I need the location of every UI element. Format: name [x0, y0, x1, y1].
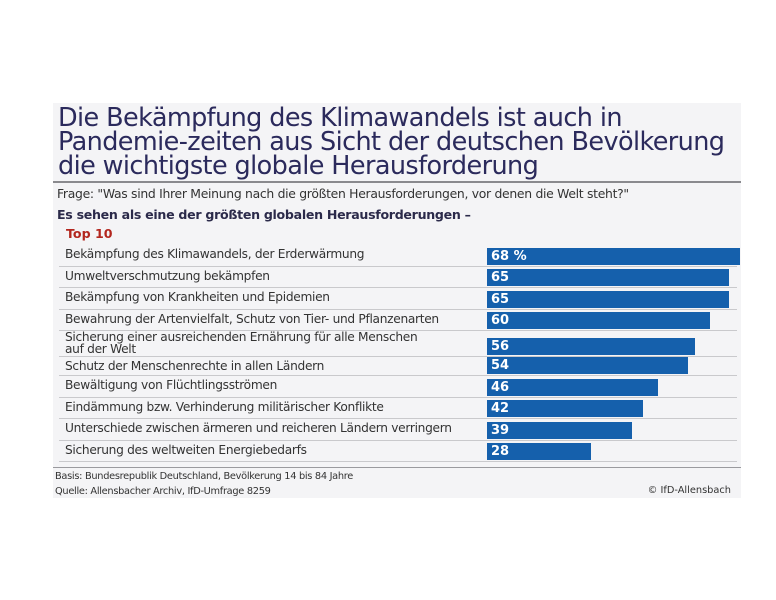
value-label: 60	[491, 313, 510, 328]
value-label: 68 %	[491, 249, 527, 264]
value-label: 65	[491, 270, 510, 285]
bar-row: Sicherung einer ausreichenden Ernährung …	[59, 330, 737, 357]
category-label: Bekämpfung des Klimawandels, der Erderwä…	[65, 247, 365, 261]
bar	[487, 269, 729, 286]
value-label: 46	[491, 380, 510, 395]
category-label: Bewahrung der Artenvielfalt, Schutz von …	[65, 312, 439, 326]
value-label: 54	[491, 358, 510, 373]
group-label: Top 10	[66, 226, 113, 241]
value-label: 42	[491, 401, 510, 416]
bar	[487, 400, 644, 417]
value-label: 65	[491, 292, 510, 307]
category-label: Bekämpfung von Krankheiten und Epidemien	[65, 290, 330, 304]
category-label: Umweltverschmutzung bekämpfen	[65, 269, 270, 283]
category-label: Eindämmung bzw. Verhinderung militärisch…	[65, 400, 384, 414]
footer-basis: Basis: Bundesrepublik Deutschland, Bevöl…	[55, 471, 354, 482]
bar	[487, 357, 688, 374]
bar-row: Umweltverschmutzung bekämpfen 65	[59, 266, 737, 288]
footer-divider	[53, 467, 741, 468]
bar-row: Eindämmung bzw. Verhinderung militärisch…	[59, 397, 737, 419]
bar-row: Unterschiede zwischen ärmeren und reiche…	[59, 418, 737, 441]
bar-row: Bewältigung von Flüchtlingsströmen 46	[59, 375, 737, 398]
chart-subtitle: Es sehen als eine der größten globalen H…	[57, 207, 471, 222]
category-label: Bewältigung von Flüchtlingsströmen	[65, 378, 278, 392]
value-label: 56	[491, 339, 510, 354]
category-label: Sicherung des weltweiten Energiebedarfs	[65, 443, 307, 457]
chart-panel: Die Bekämpfung des Klimawandels ist auch…	[53, 103, 741, 498]
survey-question: Frage: "Was sind Ihrer Meinung nach die …	[57, 186, 629, 201]
bar	[487, 312, 711, 329]
bar-row: Sicherung des weltweiten Energiebedarfs 2…	[59, 440, 737, 462]
value-label: 28	[491, 444, 510, 459]
category-label: Schutz der Menschenrechte in allen Lände…	[65, 359, 325, 373]
footer-source: Quelle: Allensbacher Archiv, IfD-Umfrage…	[55, 486, 271, 497]
bar	[487, 379, 659, 396]
bar-rows: Bekämpfung des Klimawandels, der Erderwä…	[53, 103, 741, 498]
bar-row: Schutz der Menschenrechte in allen Lände…	[59, 356, 737, 376]
bar	[487, 291, 729, 308]
bar	[487, 422, 633, 439]
bar	[487, 338, 696, 355]
title-divider	[53, 181, 741, 183]
value-label: 39	[491, 423, 510, 438]
bar	[487, 443, 592, 460]
footer-copyright: © IfD-Allensbach	[647, 485, 731, 496]
bar-row: Bewahrung der Artenvielfalt, Schutz von …	[59, 309, 737, 331]
bar	[487, 248, 740, 265]
bar-row: Bekämpfung des Klimawandels, der Erderwä…	[59, 244, 740, 267]
chart-title: Die Bekämpfung des Klimawandels ist auch…	[58, 103, 725, 181]
category-label: Unterschiede zwischen ärmeren und reiche…	[65, 421, 452, 435]
bar-row: Bekämpfung von Krankheiten und Epidemien…	[59, 287, 737, 310]
category-label: Sicherung einer ausreichenden Ernährung …	[65, 330, 418, 356]
